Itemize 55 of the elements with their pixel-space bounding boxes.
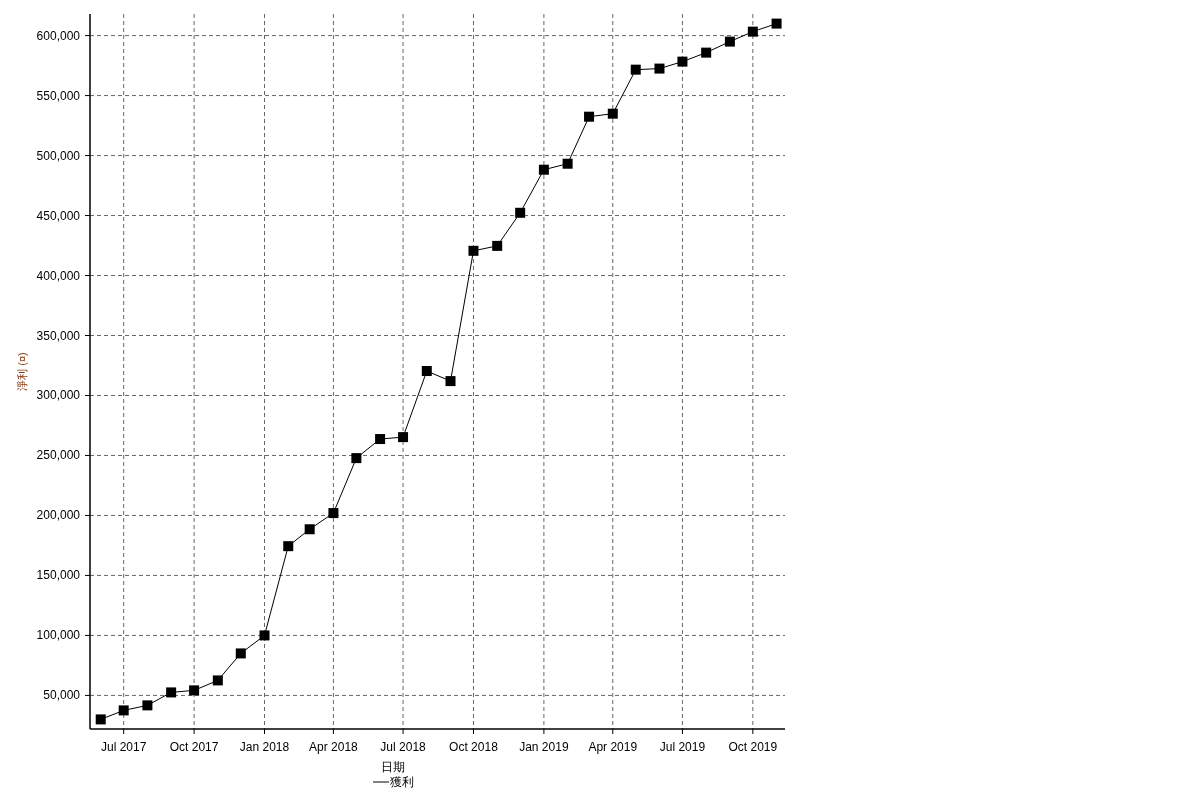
point bbox=[771, 18, 782, 29]
point bbox=[492, 240, 503, 251]
point bbox=[747, 26, 758, 37]
y-tick-label: 600,000 bbox=[36, 28, 81, 43]
y-axis-title: 淨利 (¤) bbox=[16, 352, 28, 391]
legend-label: 獲利 bbox=[390, 775, 414, 789]
point bbox=[351, 453, 362, 464]
point bbox=[118, 705, 129, 716]
point bbox=[398, 432, 409, 443]
point bbox=[724, 36, 735, 47]
point bbox=[445, 376, 456, 387]
point bbox=[375, 434, 386, 445]
point bbox=[630, 64, 641, 75]
point bbox=[328, 508, 339, 519]
point bbox=[468, 245, 479, 256]
point bbox=[189, 685, 200, 696]
point bbox=[95, 714, 106, 725]
x-tick-label: Jul 2019 bbox=[659, 740, 706, 754]
point bbox=[304, 524, 315, 535]
y-tick-label: 100,000 bbox=[36, 628, 81, 643]
point bbox=[212, 675, 223, 686]
x-axis-title: 日期 bbox=[381, 760, 405, 774]
y-tick-label: 450,000 bbox=[36, 208, 81, 223]
y-tick-label: 50,000 bbox=[43, 688, 81, 703]
y-tick-label: 400,000 bbox=[36, 268, 81, 283]
y-tick-label: 500,000 bbox=[36, 148, 81, 163]
y-tick-label: 350,000 bbox=[36, 328, 81, 343]
y-tick-label: 300,000 bbox=[36, 388, 81, 403]
y-tick-label: 150,000 bbox=[36, 568, 81, 583]
x-tick-label: Apr 2018 bbox=[309, 740, 359, 754]
point bbox=[235, 648, 246, 659]
x-tick-label: Oct 2018 bbox=[449, 740, 499, 754]
x-tick-label: Jan 2018 bbox=[239, 740, 290, 754]
x-tick-label: Oct 2017 bbox=[169, 740, 219, 754]
point bbox=[677, 56, 688, 67]
point bbox=[584, 111, 595, 122]
y-tick-label: 550,000 bbox=[36, 88, 81, 103]
x-tick-label: Jan 2019 bbox=[519, 740, 569, 754]
point bbox=[607, 108, 618, 119]
x-tick-label: Jul 2017 bbox=[100, 740, 147, 754]
point bbox=[142, 700, 153, 711]
y-tick-label: 200,000 bbox=[36, 508, 81, 523]
point bbox=[166, 687, 177, 698]
x-tick-label: Oct 2019 bbox=[728, 740, 778, 754]
point bbox=[421, 366, 432, 377]
point bbox=[562, 158, 573, 169]
point bbox=[538, 164, 549, 175]
y-tick-label: 250,000 bbox=[36, 448, 81, 463]
point bbox=[701, 47, 712, 58]
point bbox=[654, 63, 665, 74]
x-tick-label: Jul 2018 bbox=[380, 740, 427, 754]
point bbox=[283, 541, 294, 552]
point bbox=[515, 207, 526, 218]
point bbox=[259, 630, 270, 641]
x-tick-label: Apr 2019 bbox=[588, 740, 638, 754]
